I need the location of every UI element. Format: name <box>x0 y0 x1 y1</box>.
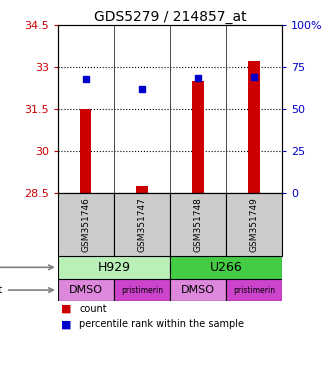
Text: DMSO: DMSO <box>69 285 103 295</box>
Bar <box>58 279 114 301</box>
Title: GDS5279 / 214857_at: GDS5279 / 214857_at <box>94 10 246 24</box>
Text: count: count <box>79 304 107 314</box>
Text: DMSO: DMSO <box>181 285 215 295</box>
Bar <box>170 193 226 256</box>
Bar <box>192 81 204 193</box>
Bar <box>136 186 148 193</box>
Text: ■: ■ <box>61 319 72 329</box>
Text: agent: agent <box>0 285 53 295</box>
Bar <box>80 109 91 193</box>
Text: percentile rank within the sample: percentile rank within the sample <box>79 319 244 329</box>
Text: ■: ■ <box>61 304 72 314</box>
Text: pristimerin: pristimerin <box>233 286 275 295</box>
Bar <box>170 256 282 279</box>
Text: cell line: cell line <box>0 262 53 272</box>
Bar <box>248 61 260 193</box>
Text: GSM351746: GSM351746 <box>81 197 90 252</box>
Text: GSM351747: GSM351747 <box>137 197 147 252</box>
Bar <box>226 193 282 256</box>
Bar <box>58 256 170 279</box>
Text: U266: U266 <box>210 261 243 274</box>
Bar <box>226 279 282 301</box>
Bar <box>114 193 170 256</box>
Text: GSM351749: GSM351749 <box>249 197 259 252</box>
Bar <box>114 279 170 301</box>
Text: GSM351748: GSM351748 <box>193 197 203 252</box>
Text: pristimerin: pristimerin <box>121 286 163 295</box>
Bar <box>170 279 226 301</box>
Bar <box>58 193 114 256</box>
Text: H929: H929 <box>97 261 130 274</box>
